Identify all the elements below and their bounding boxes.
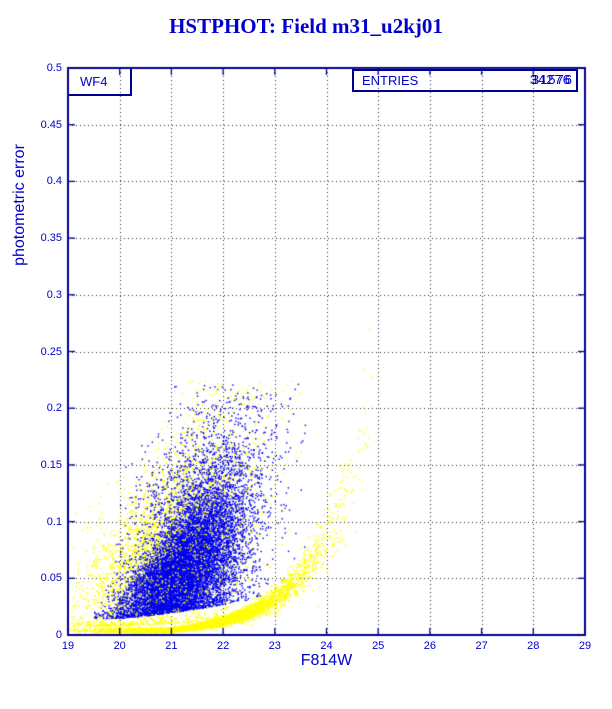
entries-label: ENTRIES [362,73,419,88]
entries-stats-box: ENTRIES 34276 31576 [352,69,578,92]
entries-values: 34276 31576 [418,71,576,90]
x-tick-label: 29 [578,640,592,652]
y-tick-label: 0.1 [46,515,62,528]
y-tick-label: 0.35 [40,232,62,245]
page-title: HSTPHOT: Field m31_u2kj01 [169,14,443,38]
x-tick-label: 28 [527,640,540,652]
y-axis-title: photometric error [11,144,28,266]
y-tick-label: 0.45 [40,118,62,131]
x-tick-label: 24 [320,640,333,652]
y-tick-label: 0.05 [40,572,62,585]
x-tick-label: 26 [423,640,437,652]
y-tick-label: 0 [55,629,62,641]
x-tick-label: 25 [372,640,385,652]
x-tick-label: 22 [216,640,230,652]
x-axis-title: F814W [300,652,353,669]
y-tick-label: 0.5 [46,62,62,74]
x-tick-label: 27 [475,640,488,652]
entries-value-2: 31576 [531,72,573,87]
dataset-label-box: WF4 [68,68,132,96]
dataset-label: WF4 [80,73,108,89]
y-tick-label: 0.4 [46,175,62,188]
x-tick-label: 23 [268,640,281,652]
y-tick-label: 0.3 [46,288,62,301]
x-tick-label: 19 [61,640,75,652]
y-tick-label: 0.2 [46,402,62,415]
x-tick-label: 20 [113,640,126,652]
x-tick-label: 21 [165,640,178,652]
y-tick-label: 0.25 [40,345,62,358]
y-tick-label: 0.15 [40,458,62,471]
entries-value-1: 34276 [529,72,571,87]
